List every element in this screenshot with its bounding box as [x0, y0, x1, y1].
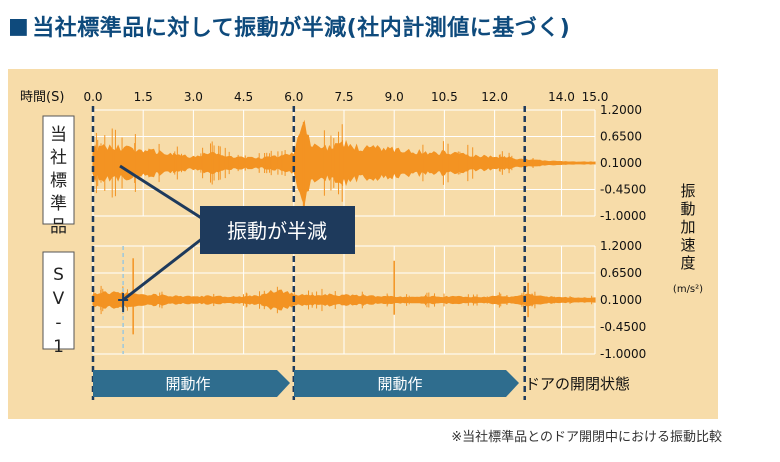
- y-axis-label-char: 振: [680, 182, 695, 200]
- phase-markers: [91, 106, 526, 400]
- heading-square-marker: ■: [8, 13, 30, 39]
- series-label-box-sv1: S V -1: [42, 251, 75, 357]
- x-tick-label: 15.0: [582, 90, 609, 104]
- y-tick-label: 0.6500: [600, 266, 642, 280]
- page-heading: ■ 当社標準品に対して振動が半減(社内計測値に基づく): [8, 6, 570, 46]
- series-label-standard-product: 当社標準品: [50, 125, 67, 237]
- y-tick-label: 1.2000: [600, 103, 642, 117]
- y-tick-label: -0.4500: [600, 183, 646, 197]
- x-tick-label: 12.0: [481, 90, 508, 104]
- heading-title: 当社標準品に対して振動が半減(社内計測値に基づく): [32, 16, 571, 41]
- chart-panel: [8, 69, 718, 419]
- phase-arrow-2: [294, 370, 519, 397]
- y-tick-label: -1.0000: [600, 209, 646, 223]
- y-tick-label: 0.1000: [600, 156, 642, 170]
- x-tick-label: 4.5: [234, 90, 253, 104]
- y-axis-label-char: 動: [680, 200, 695, 218]
- callout: 振動が半減: [119, 164, 355, 302]
- phase-label-1: 開動作: [165, 375, 210, 393]
- phase-end-label: ドアの開閉状態: [525, 375, 630, 393]
- y-axis-label-char: 加: [680, 218, 695, 236]
- footnote: ※当社標準品とのドア開閉中における振動比較: [451, 430, 722, 445]
- y-tick-label: 0.6500: [600, 130, 642, 144]
- x-axis-label: 時間(S): [20, 90, 64, 105]
- y-tick-label: 1.2000: [600, 239, 642, 253]
- phase-arrow-1: [93, 370, 290, 397]
- callout-text: 振動が半減: [227, 219, 327, 243]
- x-tick-label: 0.0: [83, 90, 102, 104]
- y-tick-label: -0.4500: [600, 320, 646, 334]
- x-tick-label: 3.0: [184, 90, 203, 104]
- y-axis-label-char: 度: [680, 254, 695, 272]
- series-sv1-waveform: [92, 246, 596, 354]
- y-axis-label-char: 速: [680, 236, 695, 254]
- x-tick-label: 9.0: [385, 90, 404, 104]
- phase-arrows: 開動作 開動作 ドアの開閉状態: [93, 370, 630, 397]
- y-axis-unit: (m/s²): [673, 284, 703, 295]
- x-tick-label: 10.5: [431, 90, 458, 104]
- y-tick-label: 0.1000: [600, 293, 642, 307]
- x-tick-label: 1.5: [134, 90, 153, 104]
- x-tick-label: 6.0: [284, 90, 303, 104]
- series-label-sv1: S V -1: [53, 265, 65, 357]
- x-tick-label: 14.0: [548, 90, 575, 104]
- series-label-box-standard: 当社標準品: [42, 115, 75, 237]
- phase-label-2: 開動作: [377, 375, 422, 393]
- series-standard-product-waveform: [92, 119, 596, 212]
- x-tick-label: 7.5: [334, 90, 353, 104]
- x-tick-labels: 0.0 1.5 3.0 4.5 6.0 7.5 9.0 10.5 12.0 14.0 15.0: [83, 90, 608, 104]
- y-tick-label: -1.0000: [600, 347, 646, 361]
- y-tick-labels: 1.2000 0.6500 0.1000 -0.4500 -1.0000 1.2000 0.…: [600, 103, 646, 361]
